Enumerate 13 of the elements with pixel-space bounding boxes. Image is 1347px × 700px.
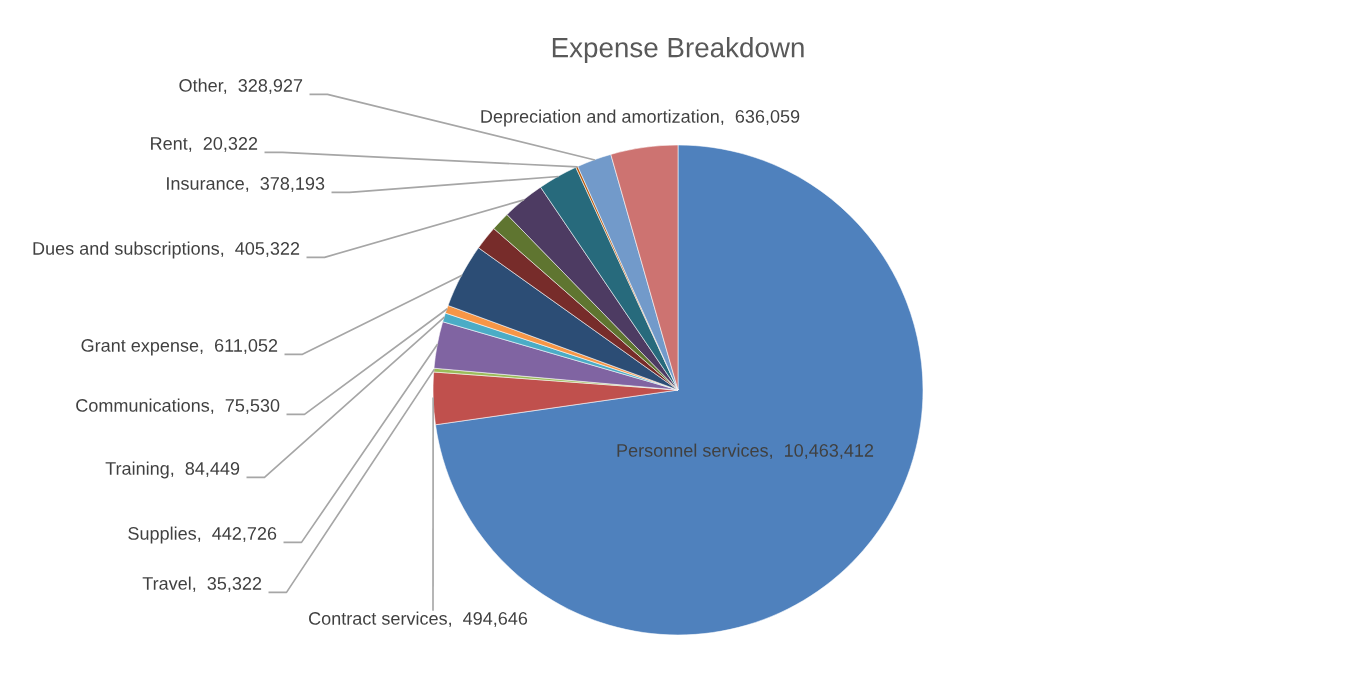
- slice-label: Dues and subscriptions, 405,322: [33, 241, 300, 259]
- slice-label: Rent, 20,322: [151, 137, 258, 152]
- slice-label: Contract services, 494,646: [309, 611, 528, 627]
- slice-label: Travel, 35,322: [142, 576, 262, 592]
- slice-label: Training, 84,449: [105, 461, 240, 479]
- chart-title: Expense Breakdown: [552, 37, 804, 63]
- slice-label: Supplies, 442,726: [128, 526, 277, 544]
- slice-label: Communications, 75,530: [76, 398, 280, 414]
- slice-label: Insurance, 378,193: [167, 177, 325, 192]
- slice-label: Depreciation and amortization, 636,059: [481, 109, 800, 127]
- slice-label: Personnel services, 10,463,412: [617, 443, 874, 459]
- slice-label: Other, 328,927: [179, 78, 303, 94]
- slice-label: Grant expense, 611,052: [81, 339, 278, 356]
